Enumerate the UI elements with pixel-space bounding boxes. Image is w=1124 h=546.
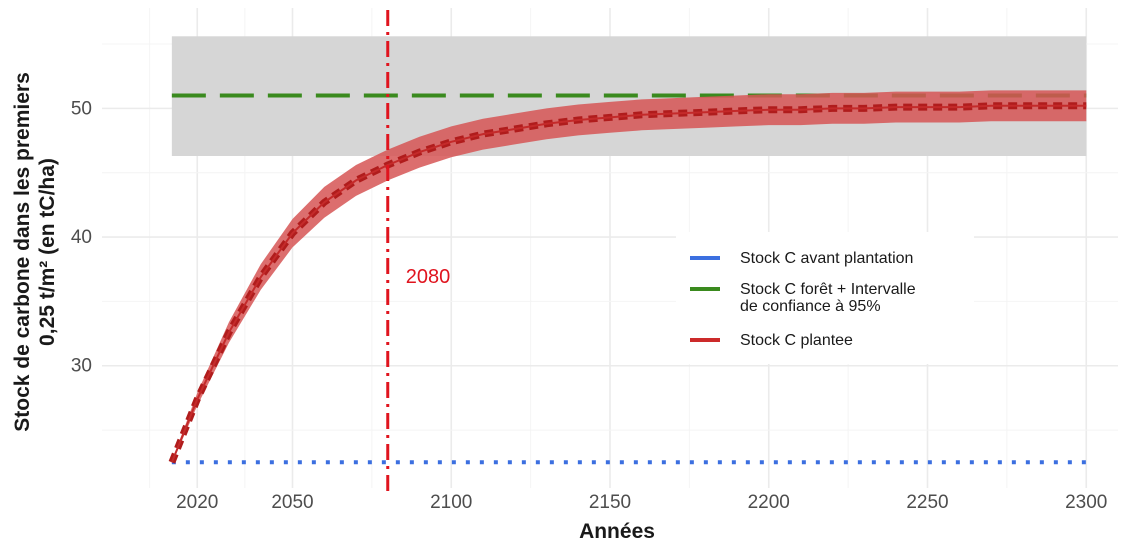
tick-labels: 2020 2050 2100 2150 2200 2250 2300 30 40 50 <box>71 98 1108 513</box>
vertical-marker-layer: 2080 <box>386 10 451 496</box>
legend-label-1: Stock C forêt + Intervalle <box>740 281 916 298</box>
x-axis-title: Années <box>579 520 655 543</box>
x-tick-label: 2150 <box>589 492 631 513</box>
y-axis-title-line-2: 0,25 t/m² (en tC/ha) <box>36 158 59 346</box>
legend-label-1: de confiance à 95% <box>740 298 881 315</box>
vertical-marker-label: 2080 <box>406 266 451 288</box>
y-axis-title-line-1: Stock de carbone dans les premiers <box>11 72 34 431</box>
x-tick-label: 2200 <box>748 492 790 513</box>
x-tick-label: 2300 <box>1065 492 1107 513</box>
x-tick-label: 2100 <box>430 492 472 513</box>
legend-label-0: Stock C avant plantation <box>740 250 913 267</box>
legend-background <box>676 232 974 364</box>
x-tick-label: 2020 <box>176 492 218 513</box>
y-tick-label: 50 <box>71 98 92 119</box>
y-tick-label: 40 <box>71 227 92 248</box>
x-tick-label: 2050 <box>271 492 313 513</box>
series-plantee-centerline <box>170 104 1087 463</box>
legend: Stock C avant plantation Stock C forêt + … <box>676 232 974 364</box>
legend-label-2: Stock C plantee <box>740 332 853 349</box>
y-tick-label: 30 <box>71 356 92 377</box>
x-tick-label: 2250 <box>906 492 948 513</box>
series-layer <box>168 90 1087 465</box>
